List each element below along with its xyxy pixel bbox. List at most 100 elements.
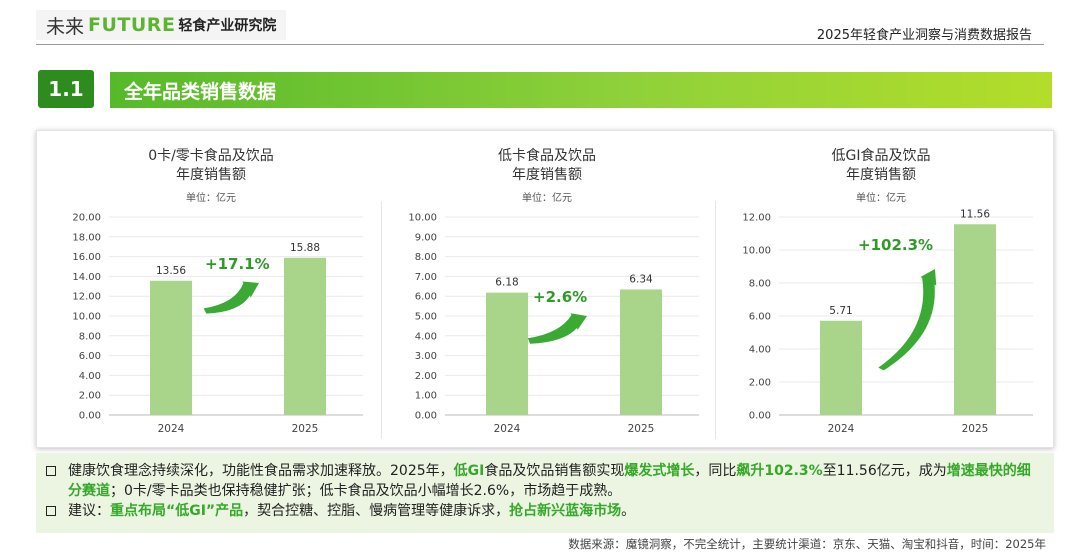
summary-text: 至11.56亿元，成为: [822, 463, 947, 479]
chart-svg: 0.00 2.00 4.00 6.00 8.00 10.00 12.00 5.71 2024 11…: [742, 208, 1033, 435]
summary-text: ，同比: [694, 463, 737, 479]
highlight-text: 低GI: [453, 463, 485, 479]
growth-arrow-icon: [527, 313, 587, 344]
chart-unit: 单位：亿元: [186, 193, 236, 204]
data-label: 6.34: [629, 273, 653, 285]
summary-text: 健康饮食理念持续深化，功能性食品需求加速释放。2025年，: [68, 463, 454, 479]
square-bullet-icon: [46, 506, 56, 516]
x-tick-label: 2025: [292, 423, 319, 435]
charts-panel: 0卡/零卡食品及饮品 年度销售额 单位：亿元 0.00 2.00 4.00 6.00 8…: [36, 130, 1054, 448]
y-tick-label: 8.00: [79, 331, 101, 342]
y-tick-label: 2.00: [415, 371, 437, 382]
y-tick-label: 3.00: [415, 351, 437, 362]
chart-title: 低GI食品及饮品: [831, 148, 931, 164]
data-source-note: 数据来源：魔镜洞察，不完全统计，主要统计渠道：京东、天猫、淘宝和抖音，时间：20…: [568, 537, 1046, 551]
chart-subtitle: 年度销售额: [176, 167, 246, 183]
y-tick-label: 12.00: [742, 213, 771, 224]
y-tick-label: 20.00: [72, 213, 101, 224]
chart-title: 0卡/零卡食品及饮品: [148, 148, 274, 164]
summary-findings-text: 健康饮食理念持续深化，功能性食品需求加速释放。2025年，低GI食品及饮品销售额…: [68, 461, 1044, 501]
summary-box: 健康饮食理念持续深化，功能性食品需求加速释放。2025年，低GI食品及饮品销售额…: [36, 453, 1054, 533]
y-tick-label: 12.00: [72, 292, 101, 303]
bar-2024: [486, 292, 528, 415]
y-tick-label: 4.00: [749, 345, 771, 356]
y-tick-label: 0.00: [415, 411, 437, 422]
data-label: 15.88: [290, 242, 320, 254]
chart-divider: [381, 201, 382, 439]
growth-arrow-icon: [203, 281, 259, 314]
y-tick-label: 8.00: [749, 279, 771, 290]
y-tick-label: 4.00: [79, 371, 101, 382]
chart-unit: 单位：亿元: [856, 193, 906, 204]
data-label: 5.71: [829, 305, 852, 317]
chart-low-calorie: 低卡食品及饮品 年度销售额 单位：亿元 0.00 1.00 2.00 3.00 4.00…: [379, 131, 715, 449]
summary-row-advice: 建议：重点布局“低GI”产品，契合控糖、控脂、慢病管理等健康诉求，抢占新兴蓝海市…: [46, 501, 1044, 521]
highlight-text: 重点布局“低GI”产品: [110, 503, 244, 519]
header-divider: [36, 44, 1044, 45]
bar-2025: [954, 224, 996, 415]
chart-svg: 0.00 2.00 4.00 6.00 8.00 10.00 12.00 14.00 16.00…: [72, 213, 363, 435]
chart-divider: [715, 201, 716, 439]
chart-title: 低卡食品及饮品: [498, 148, 596, 164]
x-tick-label: 2024: [158, 423, 185, 435]
summary-text: ；0卡/零卡品类也保持稳健扩张；低卡食品及饮品小幅增长2.6%，市场趋于成熟。: [110, 483, 622, 499]
data-label: 13.56: [156, 265, 186, 277]
y-tick-label: 0.00: [79, 411, 101, 422]
bar-2025: [620, 289, 662, 415]
y-tick-label: 8.00: [415, 252, 437, 263]
chart-low-gi: 低GI食品及饮品 年度销售额 单位：亿元 0.00 2.00 4.00 6.00 8.0…: [713, 131, 1049, 449]
y-tick-label: 10.00: [742, 246, 771, 257]
x-tick-label: 2024: [828, 423, 855, 435]
y-tick-label: 10.00: [408, 213, 437, 224]
y-tick-label: 0.00: [749, 411, 771, 422]
y-tick-label: 6.00: [79, 351, 101, 362]
summary-row-findings: 健康饮食理念持续深化，功能性食品需求加速释放。2025年，低GI食品及饮品销售额…: [46, 461, 1044, 501]
x-tick-label: 2025: [628, 423, 655, 435]
y-tick-label: 18.00: [72, 232, 101, 243]
highlight-text: 抢占新兴蓝海市场: [509, 503, 622, 519]
y-tick-label: 2.00: [749, 378, 771, 389]
logo-text-org: 轻食产业研究院: [178, 18, 277, 34]
bar-2025: [284, 257, 326, 415]
summary-text: 建议：: [68, 503, 110, 519]
summary-text: 食品及饮品销售额实现: [484, 463, 625, 479]
report-title: 2025年轻食产业洞察与消费数据报告: [816, 28, 1032, 43]
highlight-text: 爆发式增长: [624, 463, 695, 479]
summary-advice-text: 建议：重点布局“低GI”产品，契合控糖、控脂、慢病管理等健康诉求，抢占新兴蓝海市…: [68, 501, 1044, 521]
growth-arrow-icon: [878, 269, 937, 371]
bar-2024: [150, 280, 192, 415]
growth-label: +2.6%: [533, 288, 588, 306]
summary-text: ，契合控糖、控脂、慢病管理等健康诉求，: [243, 503, 510, 519]
chart-svg: 0.00 1.00 2.00 3.00 4.00 5.00 6.00 7.00 8.00 9.00…: [408, 213, 699, 435]
logo-text-cn: 未来: [46, 15, 85, 38]
y-tick-label: 14.00: [72, 272, 101, 283]
data-label: 11.56: [960, 208, 990, 220]
bar-2024: [820, 320, 862, 415]
growth-label: +102.3%: [858, 236, 934, 254]
y-tick-label: 10.00: [72, 312, 101, 323]
x-tick-label: 2024: [494, 423, 521, 435]
summary-text: 。: [621, 503, 636, 519]
data-label: 6.18: [495, 277, 518, 289]
logo-text-en: FUTURE: [88, 14, 176, 36]
logo: 未来 FUTURE 轻食产业研究院: [36, 10, 287, 40]
y-tick-label: 7.00: [415, 272, 437, 283]
chart-subtitle: 年度销售额: [846, 167, 916, 183]
section-number: 1.1: [38, 70, 94, 108]
highlight-text: 增速最快的细分赛道: [68, 463, 1031, 499]
y-tick-label: 16.00: [72, 252, 101, 263]
y-tick-label: 6.00: [415, 292, 437, 303]
highlight-text: 飙升102.3%: [736, 463, 823, 479]
section-title: 全年品类销售数据: [124, 80, 277, 103]
x-tick-label: 2025: [962, 423, 989, 435]
y-tick-label: 4.00: [415, 331, 437, 342]
square-bullet-icon: [46, 466, 56, 476]
chart-zero-calorie: 0卡/零卡食品及饮品 年度销售额 单位：亿元 0.00 2.00 4.00 6.00 8…: [43, 131, 379, 449]
section-title-bar: 全年品类销售数据: [110, 72, 1052, 108]
y-tick-label: 5.00: [415, 312, 437, 323]
y-tick-label: 6.00: [749, 312, 771, 323]
y-tick-label: 9.00: [415, 232, 437, 243]
chart-subtitle: 年度销售额: [512, 167, 582, 183]
y-tick-label: 1.00: [415, 391, 437, 402]
growth-label: +17.1%: [205, 255, 270, 273]
